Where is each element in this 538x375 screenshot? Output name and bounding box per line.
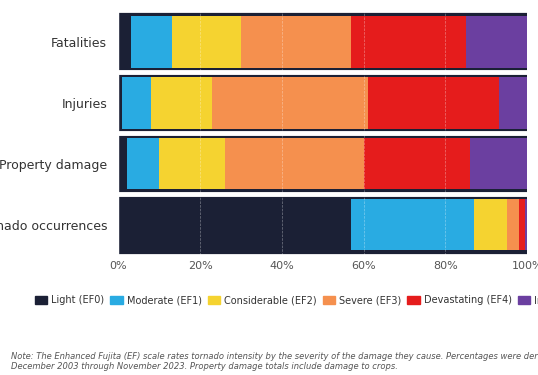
Bar bbox=[519, 199, 525, 250]
Bar bbox=[118, 199, 351, 250]
Bar bbox=[470, 138, 527, 189]
Bar bbox=[474, 199, 507, 250]
Bar bbox=[123, 77, 151, 129]
Bar bbox=[241, 16, 351, 68]
Bar bbox=[499, 77, 527, 129]
Bar bbox=[351, 16, 466, 68]
Bar bbox=[213, 77, 368, 129]
Bar bbox=[151, 77, 213, 129]
Bar bbox=[131, 16, 172, 68]
Bar bbox=[118, 138, 126, 189]
Bar bbox=[126, 138, 159, 189]
Bar bbox=[466, 16, 527, 68]
Text: Note: The Enhanced Fujita (EF) scale rates tornado intensity by the severity of : Note: The Enhanced Fujita (EF) scale rat… bbox=[11, 352, 538, 371]
Bar bbox=[172, 16, 241, 68]
Bar bbox=[225, 138, 364, 189]
Bar bbox=[368, 77, 499, 129]
Legend: Light (EF0), Moderate (EF1), Considerable (EF2), Severe (EF3), Devastating (EF4): Light (EF0), Moderate (EF1), Considerabl… bbox=[31, 291, 538, 309]
Bar bbox=[525, 199, 527, 250]
Bar bbox=[351, 199, 474, 250]
Bar bbox=[118, 77, 123, 129]
Bar bbox=[507, 199, 519, 250]
Bar bbox=[118, 16, 131, 68]
Bar bbox=[364, 138, 470, 189]
Bar bbox=[159, 138, 225, 189]
